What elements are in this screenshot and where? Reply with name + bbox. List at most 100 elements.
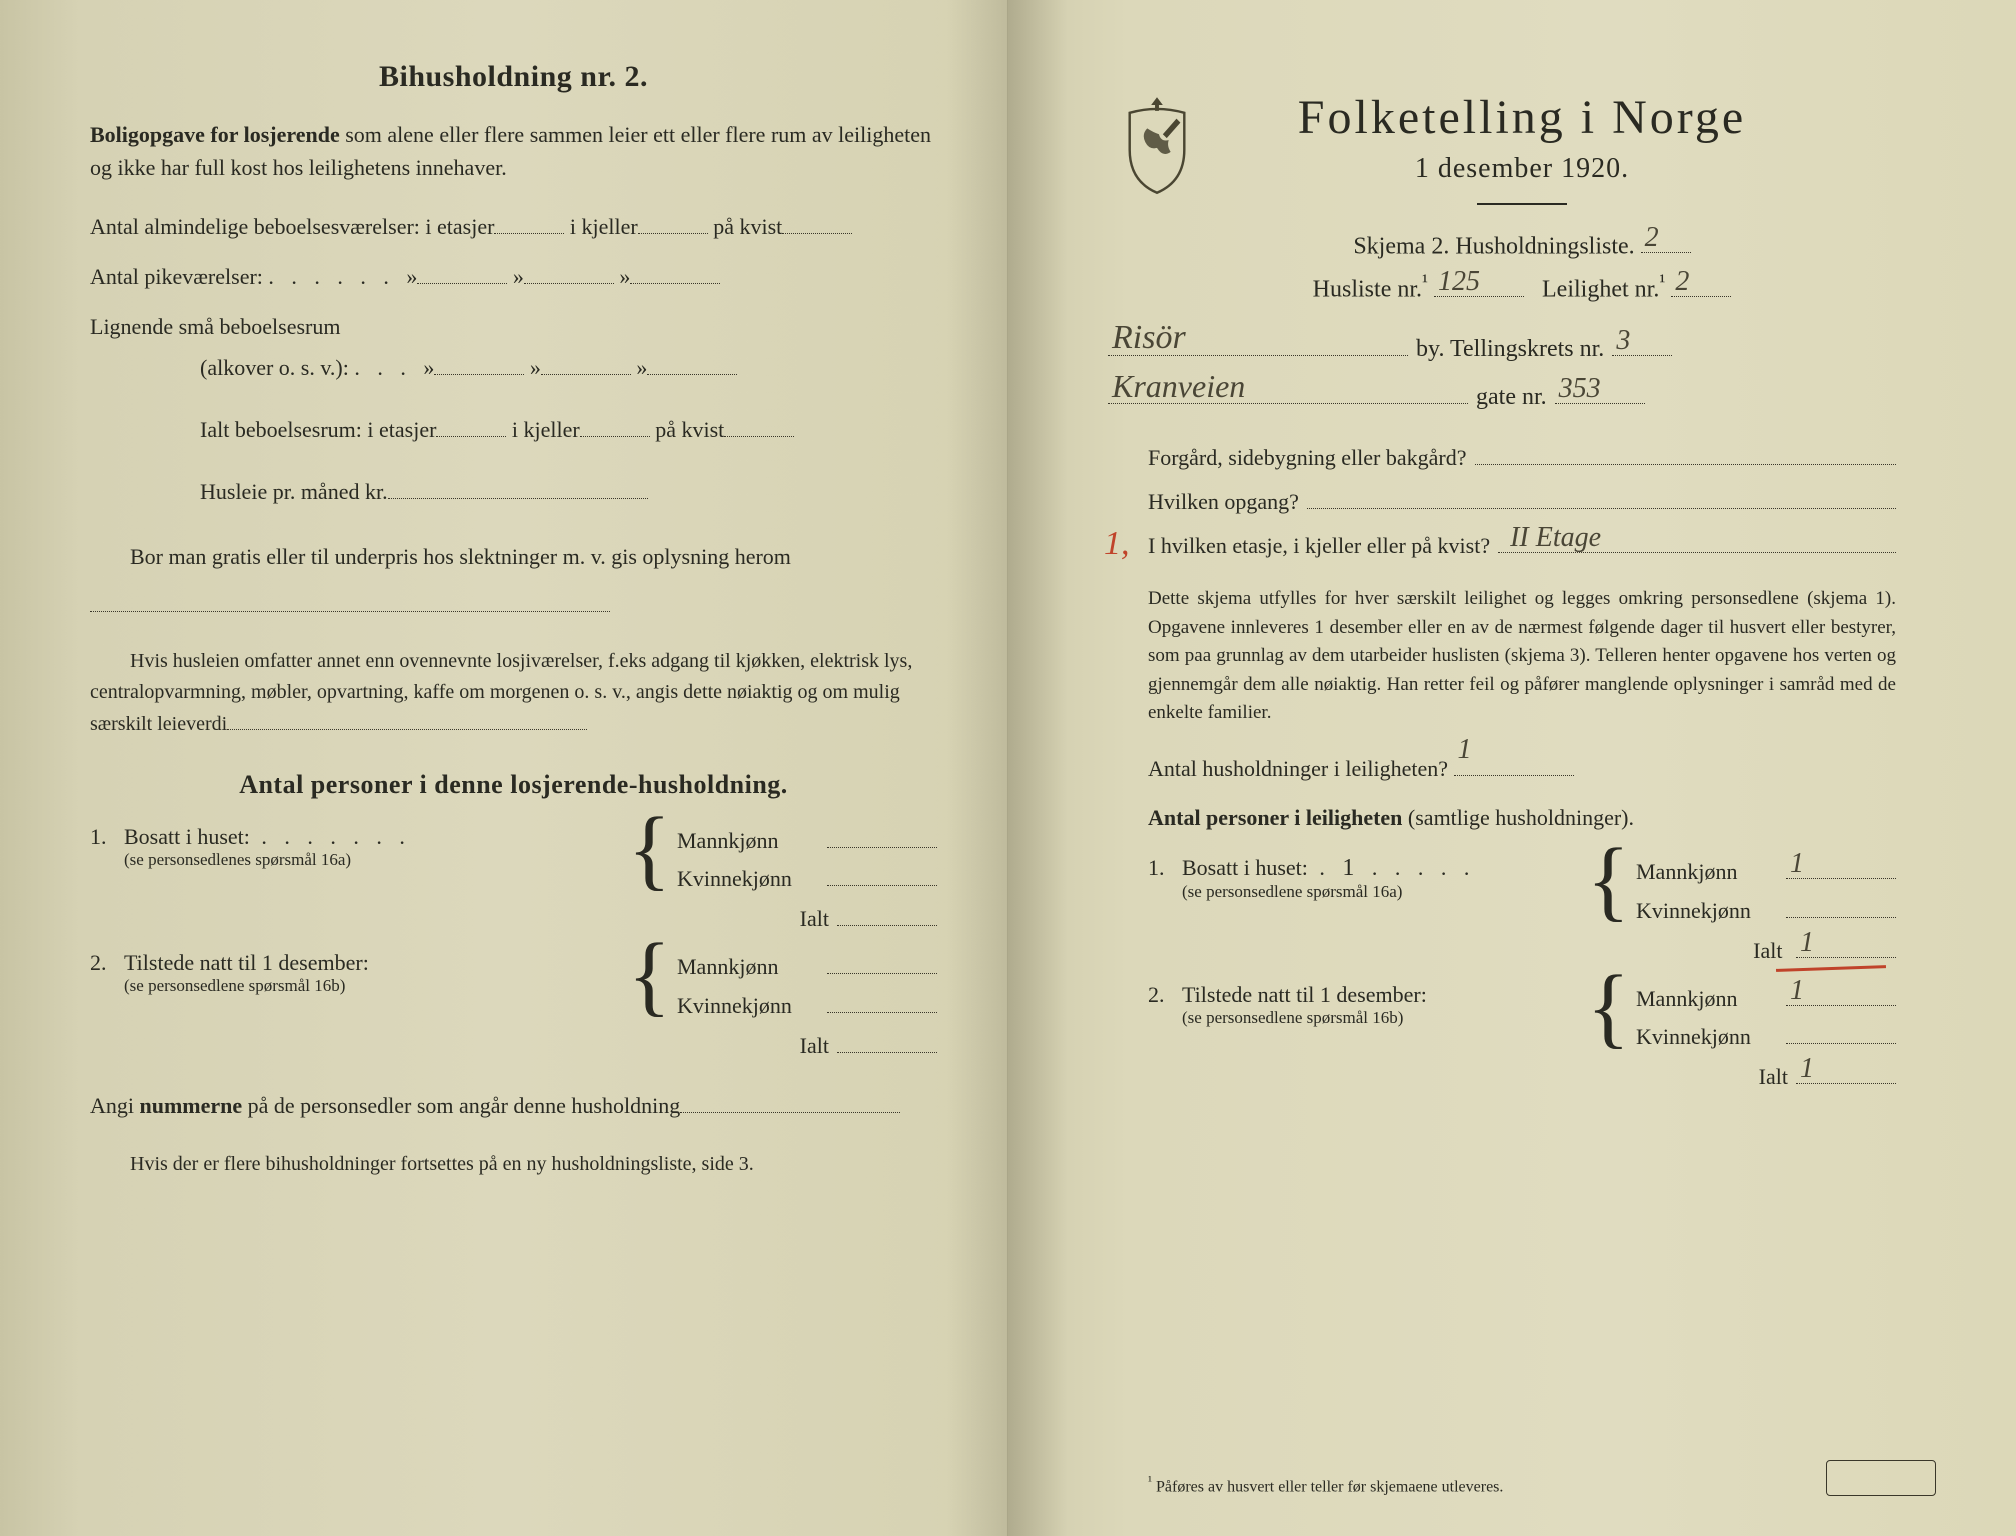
ialt-row: Ialt [90, 1029, 937, 1059]
f1a: Angi [90, 1093, 140, 1118]
kv: Mannkjønn Kvinnekjønn [677, 824, 937, 892]
ditto: » [513, 264, 524, 289]
hand-q3: II Etage [1510, 522, 1601, 554]
city-line: Risör by. Tellingskrets nr. 3 [1108, 330, 1936, 363]
blank [827, 862, 937, 886]
p1-label: Bosatt i huset: [1182, 855, 1308, 880]
kv: Mannkjønn Kvinnekjønn [677, 950, 937, 1018]
brace-icon: { [1587, 849, 1630, 917]
ialt-row: Ialt1 [1148, 1060, 1896, 1090]
footer-nummer: Angi nummerne på de personsedler som ang… [90, 1089, 937, 1119]
q1: Forgård, sidebygning eller bakgård? [1148, 441, 1896, 471]
brace-icon: { [1587, 976, 1630, 1044]
line-alkover-a: Lignende små beboelsesrum [90, 306, 937, 348]
rule [1477, 203, 1567, 205]
kvinne-label: Kvinnekjønn [677, 866, 827, 892]
hand-val: 1 [1800, 1053, 1814, 1085]
blank [630, 260, 720, 284]
row-label: Bosatt i huset: . . . . . . . (se person… [124, 824, 618, 870]
blank-hush: 2 [1641, 227, 1691, 253]
l4a: Ialt beboelsesrum: i etasjer [200, 417, 436, 442]
document-spread: Bihusholdning nr. 2. Boligopgave for los… [0, 0, 2016, 1536]
husliste-line: Husliste nr.¹ 125 Leilighet nr.¹ 2 [1108, 270, 1936, 303]
footnote-marker: ¹ [1659, 271, 1665, 293]
blank [1786, 1020, 1896, 1044]
left-intro: Boligopgave for losjerende som alene ell… [90, 118, 937, 184]
blank [541, 351, 631, 375]
persons-row-2: 2. Tilstede natt til 1 desember: (se per… [90, 950, 937, 1018]
ialt-label: Ialt [1759, 1064, 1788, 1089]
l6: Bor man gratis eller til underpris hos s… [130, 544, 791, 569]
rp-l1: Antal husholdninger i leiligheten? 1 [1148, 748, 1896, 790]
blank [494, 210, 564, 234]
gate-label: gate nr. [1476, 384, 1547, 411]
hand-street: Kranveien [1112, 368, 1245, 405]
rp-l1-label: Antal husholdninger i leiligheten? [1148, 756, 1448, 781]
main-title: Folketelling i Norge [1108, 90, 1936, 145]
kv: Mannkjønn1 Kvinnekjønn [1636, 982, 1896, 1050]
blank [1786, 893, 1896, 917]
brace-col: { Mannkjønn Kvinnekjønn [618, 824, 937, 892]
dots: . . . . . . [268, 264, 406, 289]
brace-icon: { [628, 818, 671, 886]
note-husleie: Hvis husleien omfatter annet enn ovennev… [90, 646, 937, 740]
hand-husliste: 125 [1438, 266, 1480, 298]
l2: Antal pikeværelser: [90, 264, 263, 289]
brace-col: { Mannkjønn1 Kvinnekjønn [1577, 855, 1896, 923]
p1-label: Bosatt i huset: [124, 824, 250, 849]
mann-label: Mannkjønn [677, 954, 827, 980]
blank [436, 413, 506, 437]
questions: Forgård, sidebygning eller bakgård? Hvil… [1148, 441, 1896, 560]
hand-val: 1 [1790, 975, 1804, 1007]
l5: Husleie pr. måned kr. [200, 479, 388, 504]
gutter-shadow [947, 0, 1007, 1536]
p2-sub: (se personsedlene spørsmål 16b) [1182, 1008, 1577, 1028]
persons-row-1: 1. Bosatt i huset: . . . . . . . (se per… [90, 824, 937, 892]
leilighet-label: Leilighet nr. [1542, 277, 1659, 303]
row-num: 1. [90, 824, 124, 850]
blank: 1 [1454, 751, 1574, 775]
f1c: på de personsedler som angår denne husho… [242, 1093, 680, 1118]
coat-of-arms-icon [1118, 90, 1196, 200]
blank [434, 351, 524, 375]
blank [417, 260, 507, 284]
p1-sub: (se personsedlene spørsmål 16a) [1182, 882, 1577, 902]
row-num: 2. [1148, 982, 1182, 1008]
street-line: Kranveien gate nr. 353 [1108, 377, 1936, 410]
q2: Hvilken opgang? [1148, 485, 1896, 515]
right-page: Folketelling i Norge 1 desember 1920. Sk… [1008, 0, 2016, 1536]
brace-col: { Mannkjønn1 Kvinnekjønn [1577, 982, 1896, 1050]
sub-title: 1 desember 1920. [1108, 153, 1936, 185]
hand-val: 1 [1790, 848, 1804, 880]
kvinne-label: Kvinnekjønn [1636, 1024, 1786, 1050]
blank [827, 988, 937, 1012]
footer-note: Hvis der er flere bihusholdninger fortse… [90, 1153, 937, 1176]
footnote-text: Påføres av husvert eller teller før skje… [1156, 1478, 1503, 1495]
row-label: Tilstede natt til 1 desember: (se person… [1182, 982, 1577, 1028]
l4b: i kjeller [512, 417, 580, 442]
blank [1475, 441, 1896, 465]
ditto: » [406, 264, 417, 289]
husliste-label: Husliste nr. [1313, 277, 1422, 303]
line-ialt-rooms: Ialt beboelsesrum: i etasjer i kjeller p… [200, 409, 937, 451]
instructions: Dette skjema utfylles for hver særskilt … [1148, 585, 1896, 728]
blank [647, 351, 737, 375]
blank [388, 475, 648, 499]
row-num: 1. [1148, 855, 1182, 881]
l4c: på kvist [655, 417, 724, 442]
blank [90, 588, 610, 612]
rp-l2-bold: Antal personer i leiligheten [1148, 805, 1402, 830]
ialt-label: Ialt [800, 906, 829, 931]
right-persons: Antal husholdninger i leiligheten? 1 Ant… [1148, 748, 1896, 1091]
rp-row-1: 1. Bosatt i huset: . 1 . . . . . (se per… [1148, 855, 1896, 923]
ialt-row: Ialt 1 [1148, 934, 1896, 964]
blank: 1 [1786, 855, 1896, 879]
mann-label: Mannkjønn [1636, 986, 1786, 1012]
hand-leilighet: 2 [1675, 266, 1689, 298]
blank [580, 413, 650, 437]
printer-stamp [1826, 1460, 1936, 1496]
blank [227, 708, 587, 730]
by-label: by. Tellingskrets nr. [1416, 336, 1604, 363]
persons-heading: Antal personer i denne losjerende-hushol… [90, 770, 937, 800]
blank: 1 [1796, 934, 1896, 958]
